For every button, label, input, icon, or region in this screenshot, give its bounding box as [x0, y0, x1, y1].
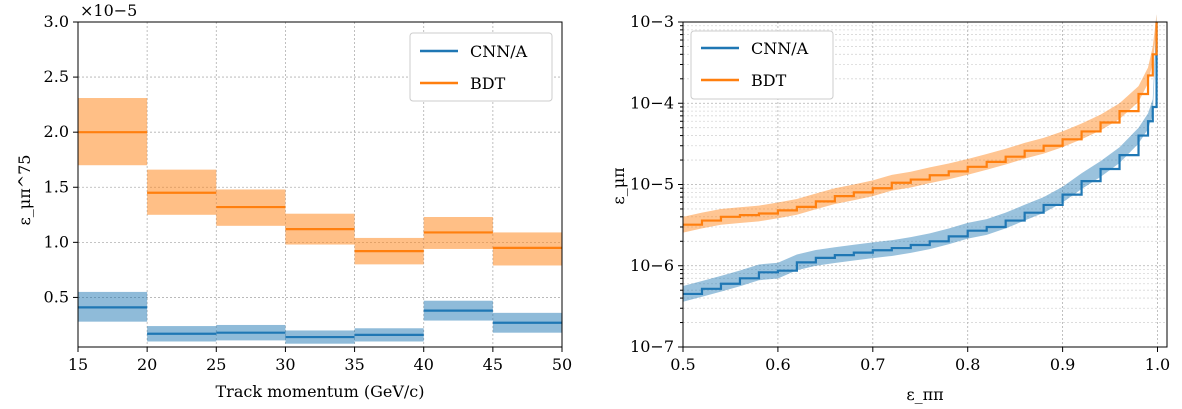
- left-x-tick-label: 40: [414, 355, 434, 374]
- left-x-tick-label: 25: [206, 355, 226, 374]
- left-x-tick-label: 45: [483, 355, 503, 374]
- right-x-tick-label: 0.6: [765, 355, 790, 374]
- left-ticks: 15 20 25 30 35 40 45 50 0.5 1.0 1.5 2.0 2.5 3.0: [44, 12, 573, 374]
- left-legend-label-cnn: CNN/A: [470, 42, 528, 61]
- left-y-tick-label: 1.5: [44, 177, 69, 196]
- right-band-bdt: [683, 14, 1157, 233]
- left-plot-frame: [77, 21, 563, 348]
- left-bands: [78, 98, 562, 344]
- left-y-tick-label: 2.0: [44, 122, 69, 141]
- right-x-axis-label: ε_ππ: [906, 385, 943, 404]
- right-y-tick-label: 10−3: [630, 12, 674, 31]
- left-y-tick-label: 0.5: [44, 287, 69, 306]
- right-x-tick-label: 1.0: [1145, 355, 1170, 374]
- right-ticks: 0.5 0.6 0.7 0.8 0.9 1.0 10−7 10−6 10−5 10−4 10−3: [630, 12, 1170, 374]
- left-x-tick-label: 35: [344, 355, 364, 374]
- right-lines: [683, 22, 1158, 296]
- left-legend[interactable]: CNN/A BDT: [409, 32, 553, 102]
- left-y-tick-label: 1.0: [44, 232, 69, 251]
- left-chart: 15 20 25 30 35 40 45 50 0.5 1.0 1.5 2.0 2.5 3.0 ×10−5…: [15, 1, 572, 401]
- right-legend[interactable]: CNN/A BDT: [690, 30, 834, 100]
- right-x-tick-label: 0.9: [1050, 355, 1075, 374]
- left-lines: [78, 131, 562, 339]
- left-y-axis-label: ε_μπ^75: [15, 155, 34, 226]
- right-x-tick-label: 0.7: [860, 355, 885, 374]
- right-grid: [682, 21, 1167, 348]
- left-y-tick-label: 2.5: [44, 67, 69, 86]
- right-y-tick-label: 10−5: [630, 175, 674, 194]
- left-x-tick-label: 15: [68, 355, 88, 374]
- right-y-tick-label: 10−4: [630, 93, 674, 112]
- left-y-tick-label: 3.0: [44, 12, 69, 31]
- left-legend-label-bdt: BDT: [470, 74, 506, 93]
- left-band-bdt: [492, 232, 562, 266]
- right-line-bdt: [683, 22, 1158, 226]
- right-x-tick-label: 0.8: [955, 355, 980, 374]
- left-x-tick-label: 30: [275, 355, 295, 374]
- left-x-tick-label: 50: [552, 355, 572, 374]
- right-y-tick-label: 10−7: [630, 337, 674, 356]
- right-legend-label-cnn: CNN/A: [751, 39, 809, 58]
- right-y-tick-label: 10−6: [630, 256, 674, 275]
- right-legend-label-bdt: BDT: [751, 71, 787, 90]
- right-x-tick-label: 0.5: [670, 355, 695, 374]
- left-x-axis-label: Track momentum (GeV/c): [216, 382, 425, 401]
- right-line-cnna: [683, 22, 1158, 296]
- right-chart: 0.5 0.6 0.7 0.8 0.9 1.0 10−7 10−6 10−5 10−4 10−3 ε…: [609, 12, 1170, 404]
- left-x-tick-label: 20: [137, 355, 157, 374]
- left-y-multiplier: ×10−5: [80, 1, 137, 20]
- right-y-axis-label: ε_μπ: [609, 167, 628, 204]
